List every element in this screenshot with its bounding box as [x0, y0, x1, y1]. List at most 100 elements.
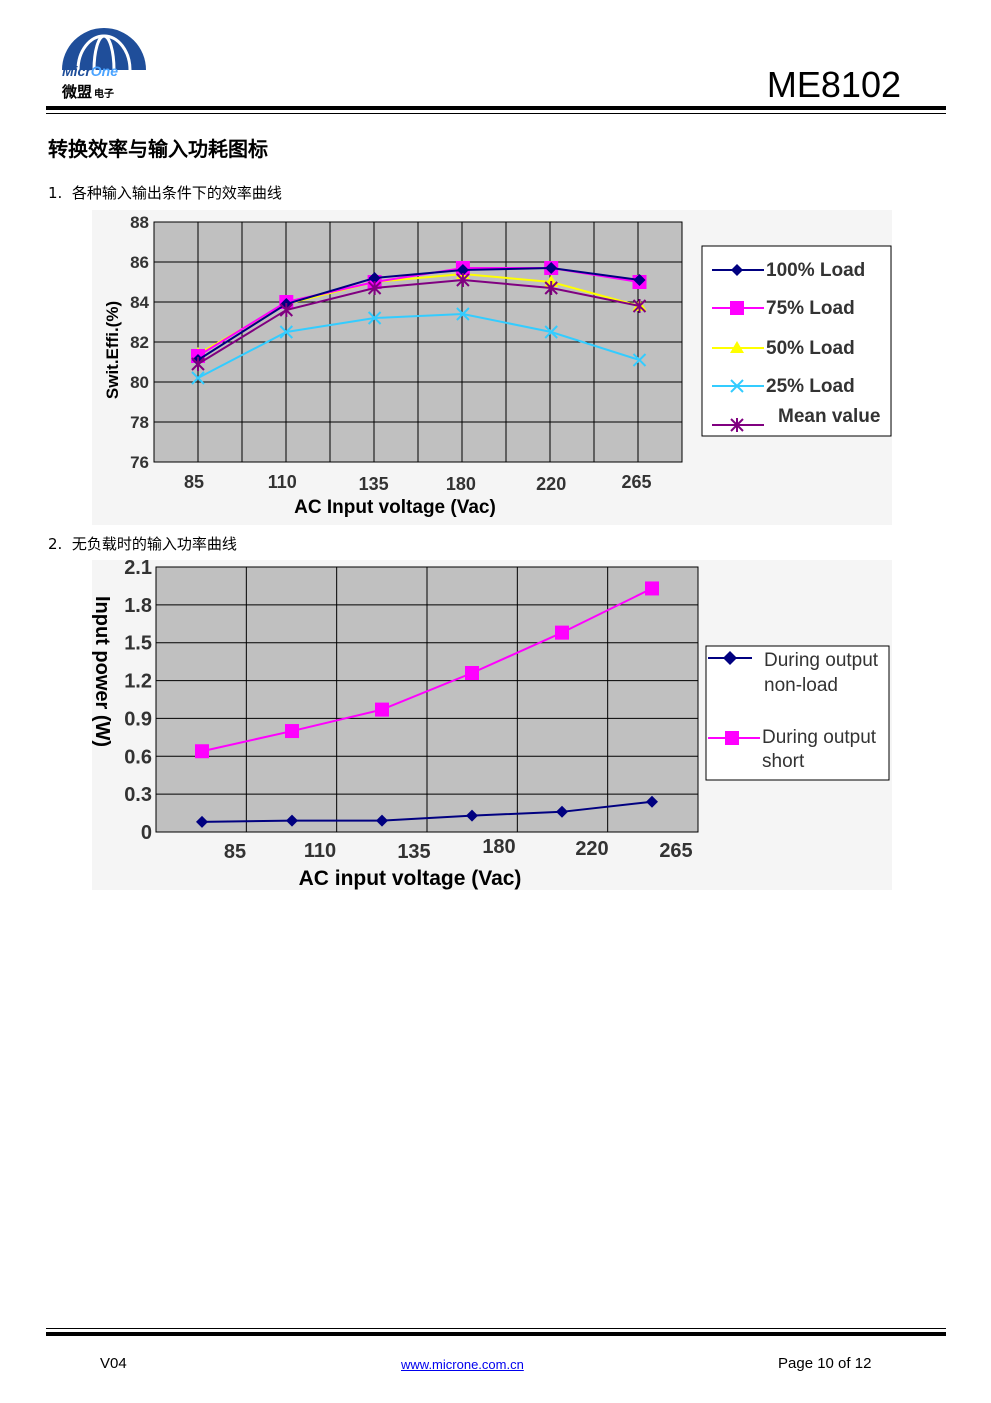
legend-label: 75% Load [766, 298, 855, 319]
data-point [456, 264, 469, 276]
data-point [376, 814, 388, 827]
y-tick-label: 1.8 [124, 595, 152, 617]
data-point [632, 353, 647, 367]
company-logo: MicrOne 微盟 电子 [58, 22, 153, 102]
legend: During output non-load During output sho… [705, 645, 890, 781]
footer-version: V04 [100, 1355, 127, 1372]
data-point [191, 371, 205, 385]
data-point [544, 281, 558, 295]
y-tick-label: 88 [130, 213, 149, 232]
x-tick-label: 110 [268, 472, 297, 492]
section-title: 转换效率与输入功耗图标 [48, 137, 268, 161]
data-point [375, 702, 389, 717]
header-rule-thin [46, 113, 946, 114]
header: MicrOne 微盟 电子 ME8102 [0, 0, 991, 120]
legend-label-short-1: During output [762, 727, 877, 748]
legend-marker-icon [730, 301, 744, 315]
legend-square-marker-icon [725, 731, 739, 745]
legend-label-nonload-1: During output [764, 650, 879, 671]
data-point [545, 262, 558, 274]
data-point [279, 303, 294, 317]
input-power-chart: 2.1 1.8 1.5 1.2 0.9 0.6 0.3 0 85 110 135 180 220 265… [92, 560, 892, 890]
y-tick-label: 1.2 [124, 671, 152, 693]
data-point [279, 325, 294, 339]
x-tick-labels: 85 110 135 180 220 265 [184, 472, 652, 494]
legend-marker-icon [730, 418, 744, 432]
y-tick-label: 0 [141, 822, 152, 844]
x-tick-label: 110 [304, 840, 336, 862]
data-point [646, 795, 658, 808]
legend-label-nonload-2: non-load [764, 675, 838, 696]
x-tick-label: 135 [359, 474, 389, 494]
x-tick-label: 265 [659, 840, 692, 862]
footer-page-number: Page 10 of 12 [778, 1355, 872, 1372]
legend-marker-icon [731, 264, 743, 276]
item-2-label: 2. 无负载时的输入功率曲线 [48, 535, 237, 553]
legend-label: 50% Load [766, 338, 855, 359]
y-tick-label: 82 [130, 333, 149, 352]
legend-marker-icon [730, 379, 744, 393]
logo-globe-icon [62, 28, 146, 71]
x-tick-label: 180 [446, 474, 476, 494]
legend-diamond-marker-icon [723, 651, 737, 665]
legend-label-short-2: short [762, 751, 805, 772]
logo-chinese: 微盟 电子 [62, 83, 115, 101]
series-lines [191, 261, 647, 385]
data-point [367, 311, 382, 325]
y-tick-labels: 2.1 1.8 1.5 1.2 0.9 0.6 0.3 0 [124, 560, 152, 844]
legend-label: Mean value [778, 406, 880, 427]
y-tick-label: 80 [130, 373, 149, 392]
x-axis-label: AC Input voltage (Vac) [294, 497, 496, 518]
series-line [197, 312, 640, 379]
y-tick-label: 0.3 [124, 784, 152, 806]
series-line [197, 266, 640, 361]
y-tick-label: 1.5 [124, 633, 152, 655]
legend-label: 100% Load [766, 260, 865, 281]
data-point [456, 273, 470, 287]
model-number: ME8102 [766, 64, 901, 105]
y-tick-label: 78 [130, 413, 149, 432]
grid-lines [156, 567, 698, 832]
data-point [191, 357, 205, 371]
data-point [633, 274, 646, 286]
series-line [201, 587, 653, 753]
data-point [196, 815, 208, 828]
x-axis-label: AC input voltage (Vac) [299, 867, 522, 890]
item-1-label: 1. 各种输入输出条件下的效率曲线 [48, 184, 282, 202]
y-tick-label: 76 [130, 453, 149, 472]
x-tick-labels: 85 110 135 180 220 265 [224, 836, 693, 863]
y-tick-label: 2.1 [124, 560, 152, 579]
data-point [556, 805, 568, 818]
efficiency-chart: 88 86 84 82 80 78 76 85 110 135 180 220 265 Swit.Ef… [92, 210, 892, 525]
series-lines [195, 581, 659, 828]
grid-lines [154, 221, 682, 463]
y-tick-label: 0.9 [124, 708, 152, 730]
x-tick-label: 135 [397, 841, 430, 863]
data-point [285, 724, 299, 739]
legend-label: 25% Load [766, 376, 855, 397]
y-tick-label: 84 [130, 293, 149, 312]
data-point [544, 325, 558, 339]
x-tick-label: 220 [536, 474, 566, 494]
data-point [195, 744, 209, 759]
x-tick-label: 220 [575, 838, 608, 860]
header-rule-thick [46, 106, 946, 110]
series-line [201, 800, 653, 823]
data-point [632, 299, 647, 313]
y-axis-label: Input power (W) [92, 596, 113, 747]
series-line [197, 278, 640, 365]
data-point [645, 581, 659, 596]
data-point [555, 625, 569, 640]
x-tick-label: 180 [482, 836, 515, 858]
data-point [466, 809, 478, 822]
data-point [456, 307, 470, 321]
y-tick-label: 0.6 [124, 746, 152, 768]
legend-marker-icon [730, 341, 744, 353]
x-tick-label: 265 [621, 472, 651, 492]
y-tick-labels: 88 86 84 82 80 78 76 [130, 213, 149, 472]
x-tick-label: 85 [184, 472, 204, 492]
footer-website-link[interactable]: www.microne.com.cn [401, 1357, 524, 1372]
x-tick-label: 85 [224, 841, 246, 863]
logo-english: MicrOne [62, 63, 119, 79]
data-point [368, 272, 381, 284]
